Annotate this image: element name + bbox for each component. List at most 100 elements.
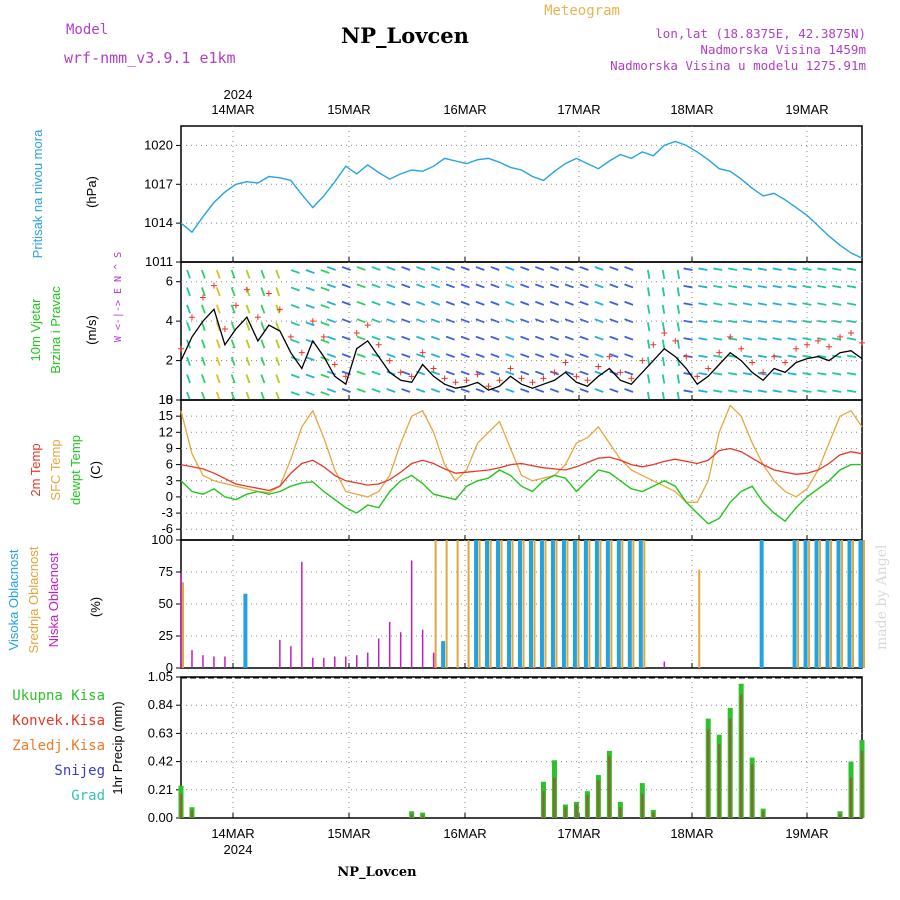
gust-mark [474, 371, 481, 378]
wind-arrow [490, 353, 500, 358]
wind-arrow [371, 370, 381, 376]
gust-mark [848, 329, 855, 336]
wind-arrow [430, 353, 441, 358]
pressure-ytick-label: 1014 [144, 215, 173, 230]
gust-mark [430, 365, 437, 372]
wind-arrow [260, 374, 266, 384]
wind-arrow [416, 353, 426, 358]
wind-arrow [661, 339, 666, 349]
wind-arrow [787, 372, 797, 376]
wind-arrow [430, 266, 441, 271]
precip-conv-bar [728, 718, 732, 818]
plot-layer: 14MAR 14MAR 15MAR 15MAR 16MAR 16MAR 17MAR 17MAR… [6, 102, 865, 841]
wind-arrow [772, 319, 782, 324]
temperature-ytick-label: 3 [166, 473, 173, 488]
cloud-bar-0 [518, 540, 522, 668]
pressure-ytick-label: 1020 [144, 137, 173, 152]
gust-mark [485, 383, 492, 390]
wind-arrow [646, 269, 651, 280]
wind-arrow [371, 300, 381, 306]
wind-arrow [683, 267, 693, 271]
wind-arrow [609, 353, 619, 358]
cloud-bar-2 [663, 661, 666, 668]
wind-arrow [624, 370, 634, 376]
wind-arrow [713, 319, 723, 324]
wind-arrow [757, 319, 767, 324]
gust-mark [749, 359, 756, 366]
cloud-bar-2 [388, 621, 391, 668]
cloud-bar-1 [566, 540, 569, 668]
wind-arrow [215, 287, 221, 297]
temperature-frame [180, 399, 863, 541]
wind-arrow [564, 335, 574, 341]
wind-arrow [201, 269, 206, 279]
cloud-bar-0 [858, 540, 863, 668]
wind-arrow [275, 391, 281, 401]
wind-arrow [356, 335, 366, 341]
wind-arrow [676, 287, 681, 297]
cloud-bar-2 [334, 656, 336, 668]
wind-arrow [505, 266, 515, 271]
wind-arrow [401, 266, 411, 271]
cloud-bar-2 [301, 561, 303, 668]
wind-arrow [230, 391, 236, 401]
wind-arrow [356, 370, 366, 376]
wind-arrow [290, 391, 300, 396]
precip-conv-bar [597, 780, 600, 818]
wind-arrow [549, 266, 559, 271]
wind-arrow [846, 372, 857, 376]
date-label-bottom: 18MAR [670, 826, 713, 841]
wind-arrow [624, 335, 634, 341]
wind-arrow [683, 389, 693, 393]
temperature-ytick-label: 6 [166, 457, 173, 472]
cloud-bar-1 [467, 540, 470, 668]
wind-arrow [787, 284, 797, 289]
precip-conv-bar [586, 795, 589, 818]
wind-arrow [676, 374, 681, 384]
t2m-ylabel: 2m Temp [28, 443, 43, 496]
cloud-bar-0 [803, 540, 808, 668]
wind-arrow [742, 389, 753, 393]
gust-mark [826, 343, 833, 350]
wind-arrow [371, 388, 381, 393]
wind-arrow [742, 284, 753, 289]
wind-arrow [728, 284, 738, 289]
wind-arrow [742, 337, 753, 341]
wind-arrow [564, 300, 574, 306]
wind-arrow [802, 389, 812, 393]
wind-arrow [832, 302, 842, 306]
precip-conv-bar [575, 804, 578, 818]
wind-arrow [520, 370, 530, 376]
gust-mark [496, 377, 503, 384]
wind-arrow [341, 266, 351, 271]
wind-arrow [549, 388, 559, 393]
wind-arrow [215, 339, 221, 349]
wind-arrow [386, 318, 396, 324]
wind-ylabel-2: Brzina i Pravac [48, 286, 63, 374]
page-title: NP_Lovcen [341, 23, 469, 48]
gust-mark [331, 361, 338, 368]
wind-arrow [475, 266, 485, 271]
gust-mark [188, 314, 195, 321]
wind-arrow [401, 335, 411, 341]
wind-arrow [802, 284, 812, 289]
wind-arrow [802, 354, 812, 359]
gust-mark [353, 329, 360, 336]
wind-arrow [535, 335, 545, 341]
gust-mark [650, 341, 657, 348]
wind-arrow [772, 389, 782, 393]
wind-arrow [215, 391, 221, 401]
gust-mark [397, 369, 404, 376]
wind-arrow [579, 318, 589, 324]
gust-mark [694, 373, 701, 380]
wind-arrow [564, 353, 574, 358]
gust-mark [573, 373, 580, 380]
wind-arrow [386, 283, 396, 289]
wind-arrow [460, 318, 470, 324]
wind-arrow [326, 283, 336, 289]
wind-arrow [579, 353, 589, 358]
gust-mark [771, 353, 778, 360]
precip-conv-bar [750, 764, 754, 818]
wind-arrow [245, 304, 251, 314]
wind-arrow [260, 339, 266, 349]
